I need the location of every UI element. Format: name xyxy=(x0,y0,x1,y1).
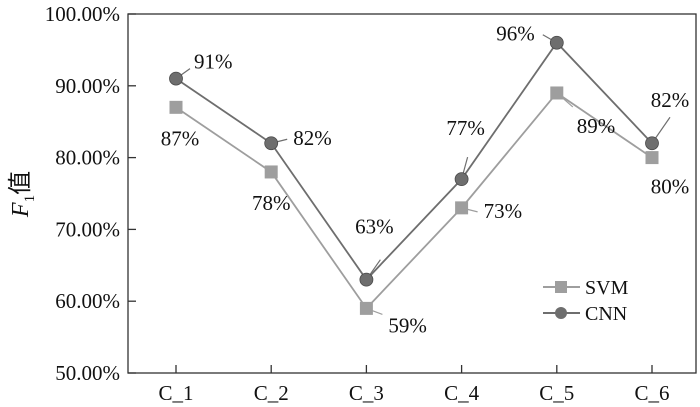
data-markers xyxy=(169,35,659,315)
y-axis-title: F1值 xyxy=(7,171,38,218)
data-point-cnn xyxy=(645,136,659,151)
x-axis: C_1 C_2 C_3 C_4 C_5 C_6 xyxy=(158,365,670,405)
series-line-svm xyxy=(175,91,653,310)
x-tick-label: C_1 xyxy=(158,381,193,405)
data-point-cnn xyxy=(359,272,374,287)
plot-frame xyxy=(127,13,697,374)
legend: SVM CNN xyxy=(543,277,629,325)
y-tick-label: 50.00% xyxy=(55,361,120,385)
y-tick-label: 70.00% xyxy=(55,217,120,241)
data-point-svm xyxy=(169,100,183,114)
legend-cnn-label: CNN xyxy=(585,303,627,325)
data-point-svm xyxy=(455,201,469,215)
data-label-leaders xyxy=(175,34,671,315)
data-label-cnn: 82% xyxy=(651,88,690,112)
data-label-cnn: 63% xyxy=(355,215,394,239)
x-tick-label: C_3 xyxy=(349,381,384,405)
data-label-cnn: 77% xyxy=(446,116,485,140)
data-point-cnn xyxy=(169,71,183,86)
y-tick-label: 80.00% xyxy=(55,146,120,170)
x-tick-label: C_5 xyxy=(539,381,574,405)
data-point-cnn xyxy=(264,136,279,151)
series-lines xyxy=(175,41,653,310)
data-label-cnn: 82% xyxy=(293,126,332,150)
legend-svm-label: SVM xyxy=(585,277,629,299)
data-labels: 87% 78% 59% 73% 89% 80% 91% 82% 63% 77% 96% 82% xyxy=(161,22,690,338)
data-label-cnn: 96% xyxy=(496,22,535,46)
y-axis-label: F1值 xyxy=(7,171,38,218)
data-point-cnn xyxy=(549,35,564,50)
y-axis: 50.00% 60.00% 70.00% 80.00% 90.00% 100.00% xyxy=(45,2,136,385)
data-label-svm: 78% xyxy=(252,191,291,215)
data-label-svm: 73% xyxy=(484,199,522,223)
data-point-svm xyxy=(264,165,278,179)
y-tick-label: 60.00% xyxy=(55,289,120,313)
legend-cnn-marker xyxy=(555,307,567,319)
data-point-svm xyxy=(550,86,564,100)
data-label-svm: 80% xyxy=(651,175,690,199)
series-line-cnn xyxy=(175,41,653,282)
data-label-svm: 89% xyxy=(577,114,616,138)
x-tick-label: C_2 xyxy=(254,381,289,405)
data-label-svm: 59% xyxy=(388,313,427,337)
y-tick-label: 100.00% xyxy=(45,2,120,26)
data-point-cnn xyxy=(454,172,469,187)
data-point-svm xyxy=(359,301,373,315)
x-tick-label: C_6 xyxy=(634,381,669,405)
y-tick-label: 90.00% xyxy=(55,74,120,98)
data-point-svm xyxy=(645,151,659,165)
data-label-cnn: 91% xyxy=(194,50,233,74)
legend-svm-marker xyxy=(555,281,567,293)
x-tick-label: C_4 xyxy=(444,381,480,405)
data-label-svm: 87% xyxy=(161,126,200,150)
